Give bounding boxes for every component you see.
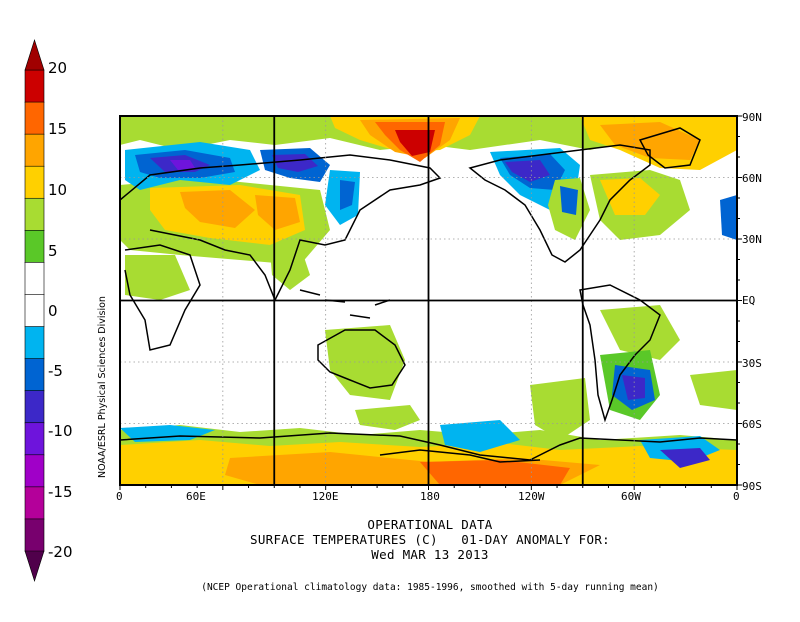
lon-label: 60E: [186, 490, 206, 503]
colorbar-segment: [24, 454, 45, 488]
colorbar-segment: [24, 422, 45, 456]
colorbar-segment: [24, 230, 45, 263]
colorbar-label: 20: [48, 59, 68, 77]
colorbar-label: -20: [48, 543, 73, 561]
lat-label: 60N: [742, 172, 762, 185]
coastlines: [120, 127, 737, 463]
lat-label: 30N: [742, 233, 762, 246]
colorbar-segment: [24, 197, 45, 231]
colorbar-segment: [24, 69, 45, 103]
colorbar-bottom-arrow: [24, 550, 45, 582]
colorbar-segment: [24, 294, 45, 328]
quadrant-lines: [120, 116, 737, 485]
colorbar-label: 5: [48, 242, 58, 260]
colorbar-label: 15: [48, 120, 68, 138]
lat-label: 30S: [742, 357, 762, 370]
colorbar-label: -10: [48, 422, 73, 440]
title-line-1: OPERATIONAL DATA: [367, 517, 493, 532]
lat-label: EQ: [742, 294, 756, 307]
lon-label: 0: [733, 490, 740, 503]
colorbar-segment: [24, 165, 45, 199]
colorbar: [24, 39, 45, 582]
title-line-3: Wed MAR 13 2013: [371, 547, 489, 562]
title-line-2: SURFACE TEMPERATURES (C) 01-DAY ANOMALY …: [250, 532, 610, 547]
footnote: (NCEP Operational climatology data: 1985…: [201, 582, 659, 593]
lat-label: 90S: [742, 480, 762, 493]
lon-label: 0: [116, 490, 123, 503]
colorbar-segment: [24, 133, 45, 167]
lon-label: 120W: [518, 490, 545, 503]
colorbar-top-arrow: [24, 39, 45, 71]
colorbar-segment: [24, 358, 45, 392]
colorbar-label: 0: [48, 302, 58, 320]
lon-label: 120E: [312, 490, 339, 503]
colorbar-segment: [24, 262, 45, 296]
axis-ticks: [119, 115, 742, 490]
colorbar-segment: [24, 326, 45, 360]
colorbar-segment: [24, 518, 45, 552]
colorbar-segment: [24, 486, 45, 520]
colorbar-segment: [24, 101, 45, 135]
colorbar-label: 10: [48, 181, 68, 199]
credit-label: NOAA/ESRL Physical Sciences Division: [97, 296, 108, 478]
colorbar-label: -5: [48, 362, 63, 380]
lon-label: 60W: [621, 490, 641, 503]
lon-label: 180: [420, 490, 440, 503]
colorbar-label: -15: [48, 483, 73, 501]
temperature-anomaly-field: [120, 116, 737, 485]
lat-label: 60S: [742, 418, 762, 431]
colorbar-segment: [24, 390, 45, 424]
lat-label: 90N: [742, 111, 762, 124]
